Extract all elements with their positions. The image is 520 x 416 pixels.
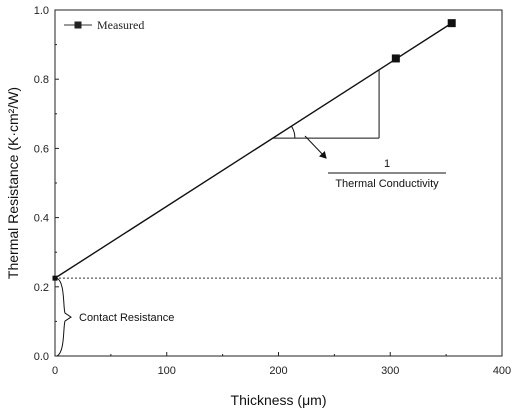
x-tick-label: 400: [493, 365, 511, 377]
slope-numerator-label: 1: [384, 158, 390, 170]
legend: Measured: [64, 18, 144, 32]
x-tick-label: 300: [381, 365, 399, 377]
slope-triangle: [272, 69, 380, 139]
x-axis-ticks: 0 100 200 300 400: [52, 352, 511, 377]
y-tick-label: 0.6: [34, 143, 49, 155]
y-tick-label: 0.8: [34, 74, 49, 86]
data-point-marker: [447, 19, 456, 28]
y-tick-label: 0.0: [34, 351, 49, 363]
data-point-marker: [52, 275, 58, 281]
y-tick-label: 0.2: [34, 282, 49, 294]
y-axis-ticks: 0.0 0.2 0.4 0.6 0.8 1.0: [34, 5, 59, 363]
legend-label: Measured: [97, 18, 144, 32]
x-axis-title: Thickness (μm): [231, 392, 327, 408]
contact-resistance-brace: [56, 277, 72, 357]
x-tick-label: 200: [269, 365, 287, 377]
x-tick-label: 0: [52, 365, 58, 377]
measured-markers: [52, 19, 456, 281]
slope-arrow: [304, 135, 327, 159]
y-axis-title: Thermal Resistance (K·cm²/W): [5, 87, 21, 279]
y-tick-label: 0.4: [34, 213, 49, 225]
fit-line: [54, 22, 453, 279]
legend-marker: [74, 21, 82, 29]
y-tick-label: 1.0: [34, 5, 49, 17]
x-tick-label: 100: [158, 365, 176, 377]
data-point-marker: [391, 54, 400, 63]
contact-resistance-label: Contact Resistance: [79, 312, 174, 324]
slope-angle-arc: [290, 125, 296, 139]
slope-annotation: 1 Thermal Conductivity: [304, 135, 446, 190]
slope-denominator-label: Thermal Conductivity: [335, 178, 439, 190]
